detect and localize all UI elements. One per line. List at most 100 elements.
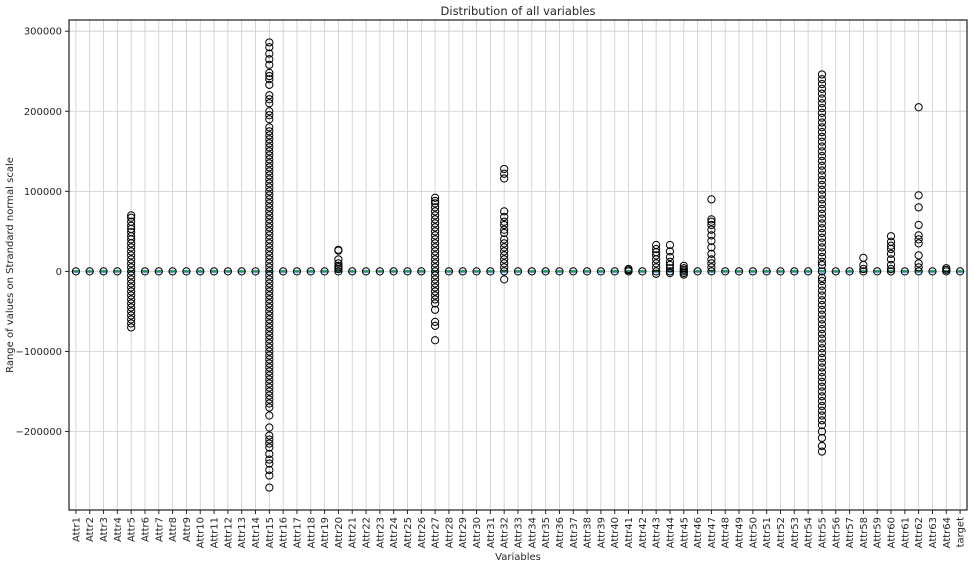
outlier-point — [431, 247, 440, 256]
outlier-point — [817, 127, 827, 137]
outlier-point — [209, 267, 219, 276]
outlier-point — [817, 329, 827, 338]
outlier-point — [817, 310, 827, 319]
outlier-point — [817, 103, 827, 113]
outlier-point — [127, 263, 136, 272]
outlier-point — [265, 75, 274, 84]
outlier-point — [665, 257, 675, 266]
outlier-point — [265, 411, 274, 420]
outlier-point — [127, 287, 136, 296]
outlier-point — [431, 336, 440, 345]
outlier-point — [817, 84, 827, 93]
outlier-point — [500, 259, 509, 268]
outlier-point — [817, 276, 827, 286]
outlier-point — [541, 267, 550, 276]
outlier-point — [431, 219, 440, 228]
outlier-point — [265, 371, 274, 380]
outlier-point — [886, 249, 896, 258]
outlier-point — [265, 211, 274, 220]
outlier-point — [431, 239, 440, 248]
x-tick-label: Attr37 — [569, 517, 580, 548]
outlier-point — [914, 251, 923, 260]
outlier-point — [817, 161, 827, 170]
y-axis-label: Range of values on Strandard normal scal… — [5, 157, 16, 373]
outlier-point — [431, 299, 440, 308]
outlier-point — [942, 265, 951, 274]
outlier-point — [265, 443, 274, 452]
outlier-point — [817, 156, 827, 166]
outlier-point — [127, 211, 136, 220]
outlier-point — [265, 471, 274, 480]
outlier-point — [265, 403, 274, 412]
x-tick-label: Attr47 — [707, 517, 718, 548]
outlier-point — [431, 317, 440, 326]
outlier-point — [707, 263, 716, 272]
outlier-point — [707, 220, 716, 230]
outlier-point — [817, 260, 827, 270]
outlier-point — [886, 232, 896, 241]
outlier-point — [817, 209, 827, 218]
outlier-point — [748, 267, 757, 276]
outlier-point — [265, 219, 274, 228]
outlier-point — [127, 221, 136, 230]
outlier-point — [817, 267, 827, 276]
outlier-point — [817, 190, 827, 199]
outlier-point — [265, 163, 274, 172]
outlier-point — [431, 196, 440, 206]
outlier-point — [431, 193, 440, 202]
outlier-point — [265, 195, 274, 204]
outlier-point — [817, 204, 827, 214]
outlier-point — [817, 252, 827, 262]
outlier-point — [140, 267, 150, 276]
outlier-point — [665, 260, 675, 270]
outlier-point — [127, 259, 136, 268]
outlier-point — [817, 291, 827, 300]
outlier-point — [127, 299, 136, 308]
y-tick-label: −200000 — [15, 427, 62, 438]
outlier-point — [320, 267, 329, 276]
outlier-point — [734, 267, 744, 276]
outlier-point — [306, 267, 315, 276]
outlier-point — [817, 75, 827, 84]
outlier-point — [127, 239, 136, 248]
outlier-point — [500, 212, 509, 222]
outlier-point — [127, 295, 136, 304]
outlier-point — [265, 299, 274, 308]
x-tick-label: Attr38 — [583, 517, 594, 548]
outlier-point — [431, 251, 440, 260]
outlier-point — [265, 227, 274, 236]
outlier-point — [431, 283, 440, 292]
outlier-point — [500, 164, 509, 174]
outlier-point — [265, 49, 274, 58]
outlier-point — [444, 267, 454, 276]
x-tick-label: Attr27 — [431, 517, 442, 548]
outlier-point — [707, 225, 716, 234]
outlier-point — [265, 179, 274, 188]
x-tick-label: Attr18 — [306, 517, 317, 548]
x-tick-label: Attr11 — [210, 517, 221, 548]
outlier-point — [265, 199, 274, 208]
outlier-point — [665, 252, 675, 262]
outlier-point — [665, 268, 675, 278]
outlier-point — [265, 295, 274, 304]
outlier-point — [265, 255, 274, 264]
outlier-point — [817, 152, 827, 161]
outlier-point — [652, 269, 661, 278]
outlier-point — [265, 291, 274, 300]
outlier-point — [817, 89, 827, 98]
outlier-point — [265, 80, 274, 89]
x-tick-label: Attr52 — [776, 517, 787, 548]
outlier-layer — [71, 38, 965, 492]
outlier-point — [817, 99, 827, 108]
outlier-point — [265, 367, 274, 376]
outlier-point — [817, 416, 827, 425]
outlier-point — [817, 300, 827, 310]
outlier-point — [431, 215, 440, 224]
x-tick-label: Attr34 — [527, 517, 538, 548]
outlier-point — [265, 251, 274, 260]
outlier-point — [265, 439, 274, 448]
outlier-point — [127, 255, 136, 264]
outlier-point — [582, 267, 592, 276]
x-tick-label: Attr61 — [900, 517, 911, 548]
outlier-point — [265, 239, 274, 248]
